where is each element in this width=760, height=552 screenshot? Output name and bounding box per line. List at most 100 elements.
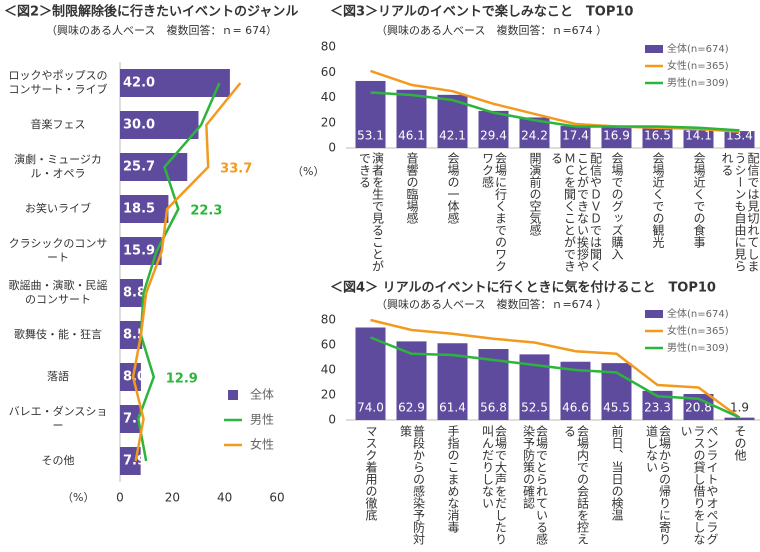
bar-value-label: 16.9 [603,129,630,143]
bar-value-label: 8.0 [123,370,146,385]
bar-value-label: 46.1 [398,129,425,143]
bar [120,195,169,223]
chart-subtitle: （興味のある人ベース 複数回答：ｎ=674 ） [376,297,607,311]
y-tick-label: バレエ・ダンスショー [8,405,108,432]
legend-swatch [645,45,663,53]
y-tick-label: 80 [321,313,336,327]
x-tick-label: 40 [217,491,232,505]
x-tick-label: 手指のこまめな消毒 [446,425,460,533]
y-tick-label: ロックやポップスのコンサート・ライブ [8,69,108,96]
x-tick-label: 会場で大声をだしたり叫んだりしない [480,425,508,545]
x-tick-label: 会場内での会話を控える [562,425,590,545]
y-tick-label: 60 [321,65,336,79]
chart-subtitle: （興味のある人ベース 複数回答：ｎ=674 ） [376,23,607,37]
x-tick-label: 会場近くでの観光 [651,152,665,248]
legend-label: 全体 [250,387,274,402]
x-tick-label: 20 [165,491,180,505]
legend-label: 男性(n=309) [667,76,729,89]
y-tick-label: その他 [41,454,75,467]
bar [120,447,141,475]
bar [120,279,144,307]
legend-label: 女性(n=365) [667,59,729,72]
unit-label: （%） [62,491,94,504]
y-tick-label: 落語 [47,370,69,383]
y-tick-label: 音楽フェス [30,118,86,131]
x-tick-label: 会場でのグッズ購入 [610,152,624,260]
bar-value-label: 7.9 [123,454,146,469]
legend-label: 男性(n=309) [667,341,729,354]
bar-value-label: 24.2 [521,129,548,143]
x-tick-label: 演者を生で見ることができる [357,152,385,272]
x-tick-label: 配信やＤＶＤでは聞くことができない挨拶やＭＣを聞くことができる [549,152,603,272]
line-value-label: 33.7 [220,162,252,177]
legend-label: 男性 [250,413,274,427]
bar [355,327,386,420]
y-tick-label: クラシックのコンサート [8,237,108,264]
legend-label: 全体(n=674) [667,307,729,320]
chart-title: ＜図2＞制限解除後に行きたいイベントのジャンル [4,4,298,20]
line-series [370,318,741,419]
x-tick-label: 会場でとられている感染予防策の確認 [521,425,549,545]
legend-label: 全体(n=674) [667,42,729,55]
x-tick-label: その他 [733,425,747,461]
bar-value-label: 8.8 [123,286,146,301]
y-tick-label: 演劇・ミュージカル・オペラ [14,153,102,180]
legend-swatch [645,310,663,318]
bar [120,111,199,139]
chart-title: ＜図3＞リアルのイベントで楽しみなこと TOP10 [330,4,633,20]
y-tick-label: 0 [328,413,336,427]
line-series [370,69,740,133]
y-tick-label: 80 [321,40,336,54]
y-tick-label: 60 [321,338,336,352]
x-tick-label: ペンライトやオペラグラスの貸し借りをしない [679,425,719,545]
bar-value-label: 1.9 [730,401,749,415]
bar-value-label: 15.9 [123,244,155,259]
legend-label: 女性 [250,437,274,452]
x-tick-label: 普段からの感染予防対策 [398,425,426,545]
y-tick-label: 40 [321,90,336,104]
y-tick-label: 20 [321,115,336,129]
y-tick-label: 40 [321,363,336,377]
x-tick-label: 開演前の空気感 [528,152,542,236]
bar [683,130,714,148]
y-tick-label: 歌舞伎・能・狂言 [14,328,102,341]
chart-subtitle: （興味のある人ベース 複数回答：ｎ= 674） [46,23,277,37]
bar-value-label: 18.5 [123,202,155,217]
bar-value-label: 74.0 [357,401,384,415]
bar [724,131,755,148]
bar-value-label: 14.1 [685,129,712,143]
bar-value-label: 56.8 [480,401,507,415]
y-tick-label: 歌謡曲・演歌・民謡のコンサート [8,279,108,306]
x-tick-label: 会場に行くまでのワクワク感 [480,152,508,272]
bar-value-label: 23.3 [644,401,671,415]
bar [478,110,509,148]
bar [120,69,230,97]
x-tick-label: マスク着用の徹底 [364,425,378,521]
y-tick-label: 20 [321,388,336,402]
bar [601,126,632,148]
line-value-label: 12.9 [166,372,198,387]
legend-swatch [228,390,238,400]
bar-value-label: 17.4 [562,129,589,143]
x-tick-label: 前日、当日の検温 [610,425,624,521]
x-tick-label: 会場の一体感 [446,152,460,224]
x-tick-label: 60 [269,491,284,505]
bar-value-label: 25.7 [123,160,155,175]
bar [560,126,591,148]
bar-value-label: 53.1 [357,129,384,143]
bar-value-label: 42.0 [123,76,155,91]
line-series [370,336,741,419]
bar-value-label: 29.4 [480,129,507,143]
x-tick-label: 会場からの帰りに寄り道しない [644,425,672,545]
line-series [370,91,740,132]
bar [642,127,673,148]
y-tick-label: 0 [328,141,336,155]
y-tick-label: お笑いライブ [25,202,91,215]
line-series [131,82,242,462]
bar [120,321,143,349]
x-tick-label: 0 [116,491,124,505]
bar-value-label: 61.4 [439,401,466,415]
x-tick-label: 配信では見切れてしまうシーンも自由に見られる [720,152,760,272]
